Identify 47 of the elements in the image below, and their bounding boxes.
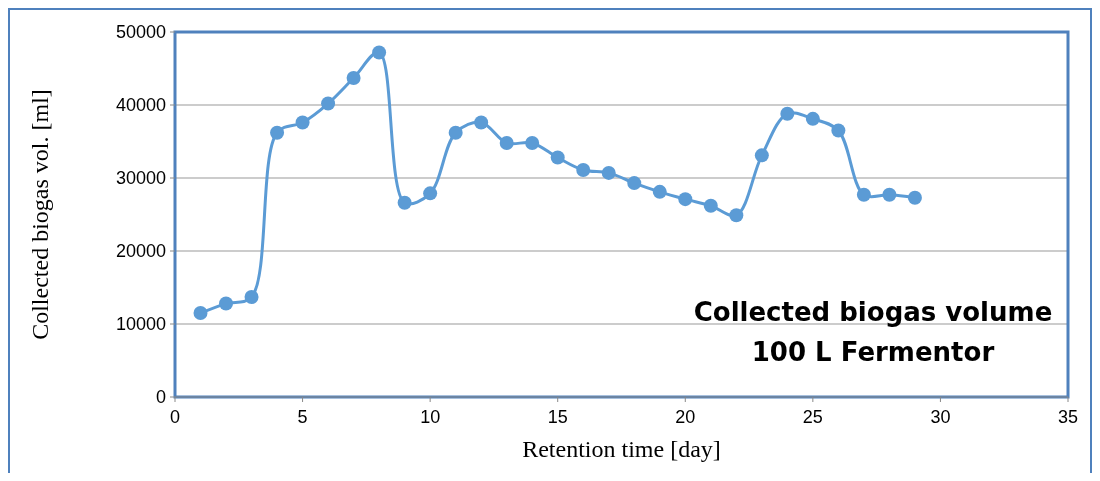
point — [780, 106, 795, 121]
x-tick-label: 5 — [297, 407, 308, 427]
point — [576, 162, 591, 177]
y-tick-label: 10000 — [115, 314, 166, 334]
point — [729, 208, 744, 223]
point — [882, 187, 897, 202]
y-tick-label: 40000 — [115, 95, 166, 115]
y-tick-label: 20000 — [115, 241, 166, 261]
y-tick-label: 50000 — [115, 22, 166, 42]
annotation: 100 L Fermentor — [751, 337, 995, 367]
point — [448, 125, 463, 140]
point — [321, 96, 336, 111]
point — [499, 135, 514, 150]
point — [219, 296, 234, 311]
y-axis-title: Collected biogas vol. [ml] — [27, 89, 53, 340]
point — [346, 70, 361, 85]
point — [397, 195, 412, 210]
point — [372, 45, 387, 60]
point — [678, 192, 693, 207]
point — [652, 184, 667, 199]
point — [270, 125, 285, 140]
point — [193, 306, 208, 321]
annotation: Collected biogas volume — [693, 297, 1053, 327]
point — [805, 111, 820, 126]
x-tick-label: 25 — [802, 407, 823, 427]
y-tick-label: 30000 — [115, 168, 166, 188]
x-tick-label: 10 — [420, 407, 441, 427]
point — [601, 165, 616, 180]
x-tick-label: 35 — [1057, 407, 1079, 427]
point — [550, 150, 565, 165]
point — [295, 115, 310, 130]
point — [244, 289, 259, 304]
point — [856, 187, 871, 202]
x-tick-label: 30 — [930, 407, 951, 427]
x-tick-label: 0 — [169, 407, 181, 427]
point — [525, 135, 540, 150]
point — [703, 198, 718, 213]
x-tick-label: 15 — [547, 407, 568, 427]
point — [831, 123, 846, 138]
point — [754, 148, 769, 163]
point — [474, 115, 489, 130]
point — [907, 190, 922, 205]
x-axis-title: Retention time [day] — [522, 436, 721, 462]
y-tick-label: 0 — [155, 387, 166, 407]
x-tick-label: 20 — [675, 407, 696, 427]
point — [423, 186, 438, 201]
point — [627, 176, 642, 191]
